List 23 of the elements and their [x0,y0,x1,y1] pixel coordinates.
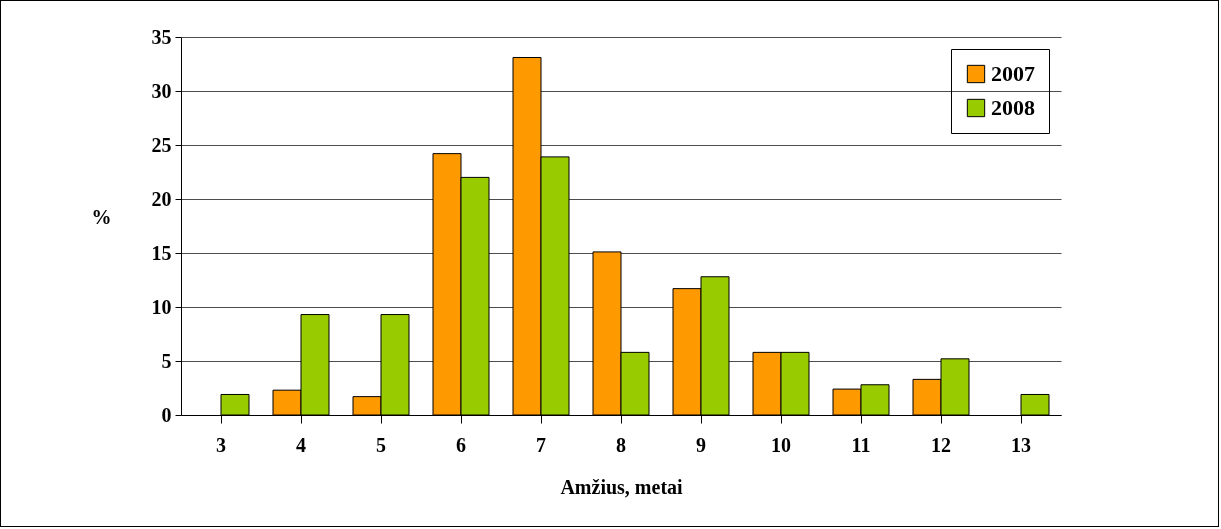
y-tick-label: 0 [161,403,172,426]
x-tick-label: 11 [851,433,871,456]
x-tick-label: 4 [296,433,306,456]
x-tick-label: 13 [1011,433,1031,456]
x-tick-label: 10 [771,433,791,456]
y-tick-label: 35 [151,25,172,48]
x-tick-label: 5 [376,433,386,456]
x-tick-label: 9 [696,433,706,456]
legend-label: 2008 [991,95,1035,120]
y-tick-label: 5 [161,349,172,372]
x-axis-title: Amžius, metai [560,475,684,498]
y-axis-title: % [91,205,112,228]
y-tick-label: 30 [151,79,172,102]
y-tick-label: 10 [151,295,172,318]
x-tick-label: 3 [216,433,226,456]
y-tick-label: 15 [151,241,172,264]
y-tick-label: 25 [151,133,172,156]
legend-label: 2007 [991,61,1035,86]
x-tick-label: 12 [931,433,951,456]
x-tick-label: 6 [456,433,466,456]
x-tick-label: 8 [616,433,626,456]
x-tick-label: 7 [536,433,546,456]
y-tick-label: 20 [151,187,172,210]
